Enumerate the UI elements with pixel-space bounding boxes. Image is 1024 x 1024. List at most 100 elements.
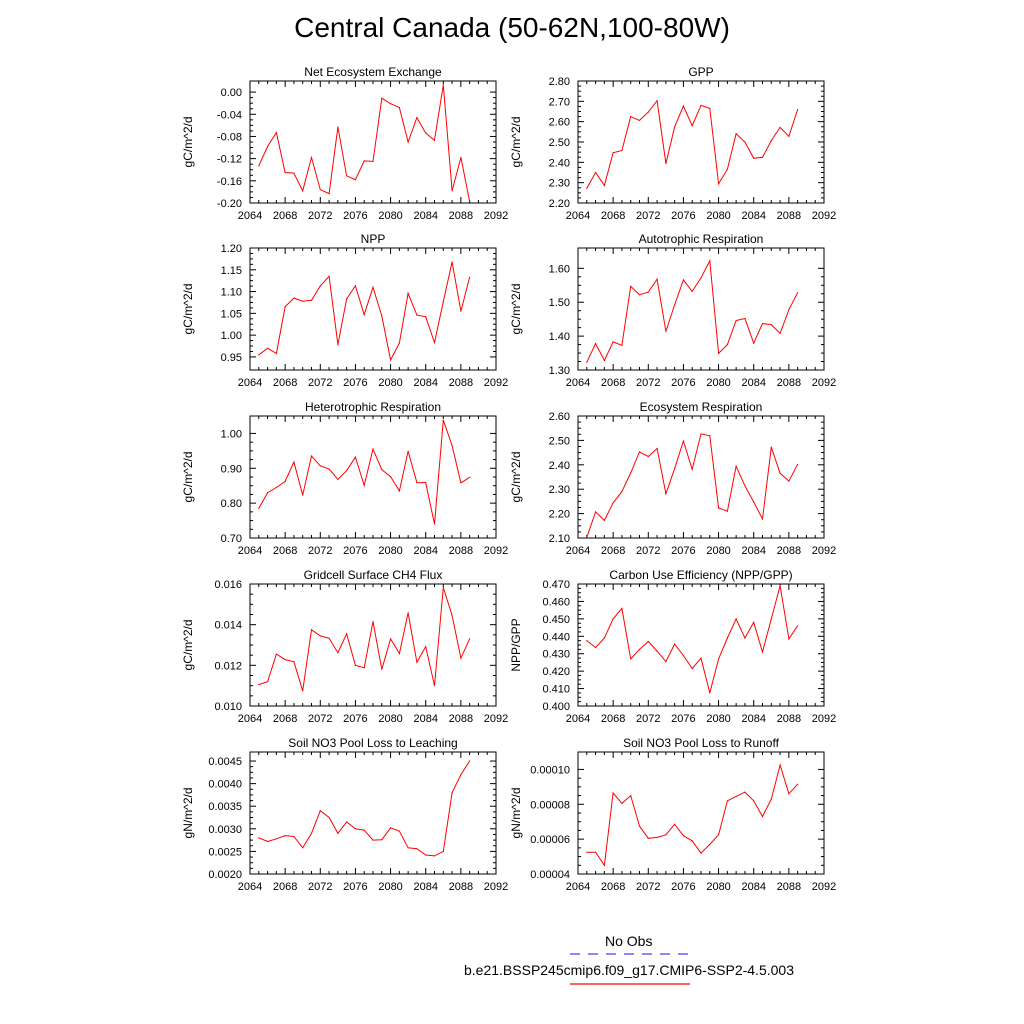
y-tick-label: 1.15 xyxy=(221,265,242,277)
series-line xyxy=(258,587,471,691)
y-tick-label: 2.70 xyxy=(549,96,570,108)
x-tick-label: 2072 xyxy=(636,881,660,893)
x-tick-label: 2072 xyxy=(308,210,332,222)
data-point xyxy=(302,300,304,302)
data-point xyxy=(319,810,321,812)
y-tick-label: 2.60 xyxy=(549,411,570,423)
panel-title: Carbon Use Efficiency (NPP/GPP) xyxy=(609,568,792,582)
data-point xyxy=(656,650,658,652)
y-tick-label: 1.00 xyxy=(221,428,242,440)
data-point xyxy=(389,103,392,105)
data-point xyxy=(363,484,365,486)
data-point xyxy=(469,638,471,640)
panel-8: Carbon Use Efficiency (NPP/GPP) NPP/GPP 20… xyxy=(509,568,836,725)
x-tick-label: 2080 xyxy=(706,545,730,557)
data-point xyxy=(425,646,427,648)
data-point xyxy=(469,200,471,202)
data-point xyxy=(363,160,365,162)
data-point xyxy=(761,322,764,325)
x-tick-label: 2064 xyxy=(238,210,262,222)
y-tick-label: 0.0045 xyxy=(208,756,242,768)
x-tick-label: 2084 xyxy=(413,713,437,725)
panel-10: Soil NO3 Pool Loss to Runoff gN/m^2/d 2064… xyxy=(509,736,836,893)
series-line xyxy=(258,420,470,525)
panel-1: Net Ecosystem Exchange gC/m^2/d 2064 2068 20… xyxy=(181,65,508,222)
data-point xyxy=(594,511,597,513)
data-point xyxy=(460,156,462,159)
data-point xyxy=(665,834,667,836)
x-tick-label: 2084 xyxy=(741,713,765,725)
panel-9: Soil NO3 Pool Loss to Leaching gN/m^2/d 20… xyxy=(181,736,508,893)
data-point xyxy=(293,835,295,838)
y-tick-label: 0.0025 xyxy=(208,846,242,858)
data-point xyxy=(460,657,462,659)
y-tick-label: 0.016 xyxy=(214,579,242,591)
legend-model-label: b.e21.BSSP245cmip6.f09_g17.CMIP6-SSP2-4.… xyxy=(464,962,794,978)
x-tick-label: 2076 xyxy=(343,881,367,893)
y-tick-label: -0.08 xyxy=(217,131,242,143)
data-point xyxy=(735,133,737,135)
x-tick-label: 2068 xyxy=(601,545,625,557)
data-point xyxy=(770,618,772,620)
data-point xyxy=(770,139,772,142)
data-point xyxy=(275,838,277,840)
data-point xyxy=(682,279,685,281)
plot-frame xyxy=(249,80,497,204)
data-point xyxy=(425,132,427,134)
data-point xyxy=(398,107,400,109)
data-point xyxy=(594,342,597,345)
data-point xyxy=(594,851,597,853)
data-point xyxy=(603,184,605,187)
x-tick-label: 2072 xyxy=(636,377,660,389)
data-point xyxy=(460,310,462,312)
x-tick-label: 2064 xyxy=(238,713,262,725)
data-point xyxy=(709,260,711,262)
data-point xyxy=(621,491,623,493)
x-tick-label: 2088 xyxy=(777,545,801,557)
panel-title: Gridcell Surface CH4 Flux xyxy=(304,568,443,582)
series-line xyxy=(586,433,799,538)
data-point xyxy=(284,834,286,837)
data-point xyxy=(302,190,304,192)
y-tick-label: 0.00006 xyxy=(530,834,570,846)
data-point xyxy=(381,97,383,99)
data-point xyxy=(425,481,427,484)
data-point xyxy=(630,285,632,287)
data-point xyxy=(638,825,641,827)
y-tick-label: 1.20 xyxy=(221,243,242,255)
data-point xyxy=(310,629,313,631)
data-point xyxy=(328,275,330,277)
data-point xyxy=(266,840,269,843)
data-point xyxy=(761,156,764,158)
data-point xyxy=(665,660,667,663)
data-point xyxy=(389,638,392,640)
data-point xyxy=(726,510,728,512)
page-title: Central Canada (50-62N,100-80W) xyxy=(294,12,730,43)
data-point xyxy=(691,840,693,842)
x-tick-label: 2080 xyxy=(706,713,730,725)
data-point xyxy=(709,843,711,845)
x-tick-label: 2092 xyxy=(812,377,836,389)
y-axis-label: gC/m^2/d xyxy=(181,452,195,503)
data-point xyxy=(389,476,392,478)
y-axis-label: gC/m^2/d xyxy=(181,620,195,671)
data-point xyxy=(460,773,462,776)
series-line xyxy=(258,760,471,857)
y-tick-label: 0.0040 xyxy=(208,779,242,791)
data-point xyxy=(779,764,781,766)
y-tick-label: 2.20 xyxy=(549,509,570,521)
data-point xyxy=(433,855,436,857)
data-point xyxy=(381,469,383,471)
x-tick-label: 2092 xyxy=(812,881,836,893)
y-tick-label: 1.30 xyxy=(549,365,570,377)
legend-model-swatch xyxy=(570,983,690,985)
data-point xyxy=(293,661,295,663)
data-point xyxy=(638,294,641,296)
x-tick-label: 2064 xyxy=(566,377,590,389)
data-point xyxy=(451,190,453,192)
data-point xyxy=(381,315,383,317)
y-axis-label: gC/m^2/d xyxy=(509,284,523,335)
x-tick-label: 2072 xyxy=(636,713,660,725)
x-tick-label: 2064 xyxy=(238,545,262,557)
